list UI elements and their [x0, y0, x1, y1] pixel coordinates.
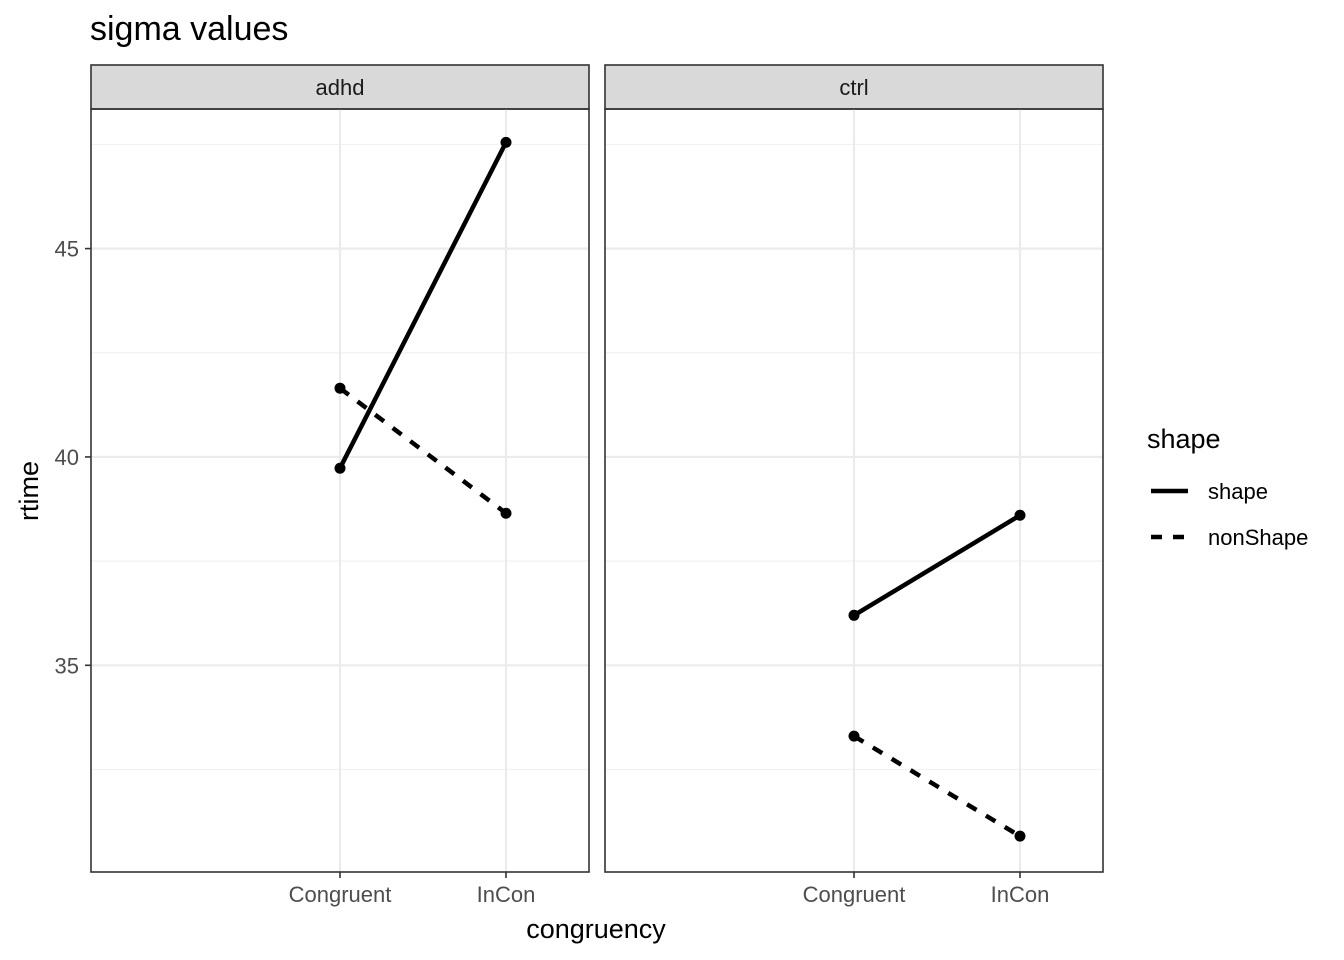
strip-label: adhd [316, 75, 365, 100]
legend-label-shape: shape [1208, 479, 1268, 504]
x-tick-label: Congruent [803, 882, 906, 907]
series-line-shape [852, 513, 1022, 618]
y-tick-label: 40 [55, 445, 79, 470]
y-tick-label: 45 [55, 237, 79, 262]
legend-entries: shape nonShape [1151, 479, 1308, 550]
strip-background [604, 64, 1104, 110]
strip-label: ctrl [839, 75, 868, 100]
data-point-nonShape-InCon [1014, 830, 1026, 842]
legend-title: shape [1147, 424, 1221, 454]
panel-ctrl: ctrl Congruent InCon [604, 64, 1104, 907]
series-line-nonShape [338, 386, 508, 516]
data-point-shape-Congruent [848, 609, 860, 621]
data-point-shape-Congruent [334, 462, 346, 474]
facet-panels: adhd Congruent InCon ctrl Congruent InCon 35 40… [55, 64, 1104, 907]
panel-adhd: adhd Congruent InCon [90, 64, 590, 907]
series-line-nonShape [852, 734, 1022, 839]
data-point-shape-InCon [1014, 509, 1026, 521]
legend: shape shape nonShape [1147, 424, 1308, 550]
x-axis-title: congruency [526, 914, 666, 944]
data-point-nonShape-Congruent [848, 730, 860, 742]
chart-title: sigma values [90, 10, 288, 48]
data-point-nonShape-Congruent [334, 382, 346, 394]
legend-label-nonShape: nonShape [1208, 525, 1308, 550]
x-tick-label: InCon [991, 882, 1050, 907]
y-axis: 35 40 45 [55, 237, 91, 678]
y-tick-label: 35 [55, 653, 79, 678]
data-point-shape-InCon [500, 136, 512, 148]
x-tick-label: InCon [477, 882, 536, 907]
strip-background [90, 64, 590, 110]
data-point-nonShape-InCon [500, 507, 512, 519]
x-tick-label: Congruent [289, 882, 392, 907]
series-line-shape [337, 141, 509, 470]
y-axis-title: rtime [14, 461, 44, 521]
